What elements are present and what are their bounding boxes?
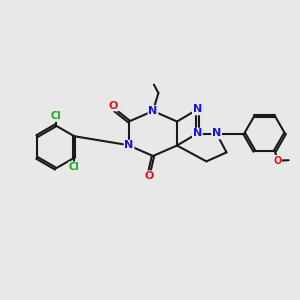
Text: O: O [273, 156, 281, 166]
Text: O: O [109, 100, 118, 111]
Text: O: O [145, 171, 154, 181]
Text: N: N [124, 140, 134, 151]
Text: N: N [193, 128, 202, 139]
Text: Cl: Cl [69, 162, 80, 172]
Text: N: N [193, 104, 202, 115]
Text: N: N [212, 128, 221, 139]
Text: Cl: Cl [50, 111, 61, 121]
Text: N: N [148, 106, 158, 116]
